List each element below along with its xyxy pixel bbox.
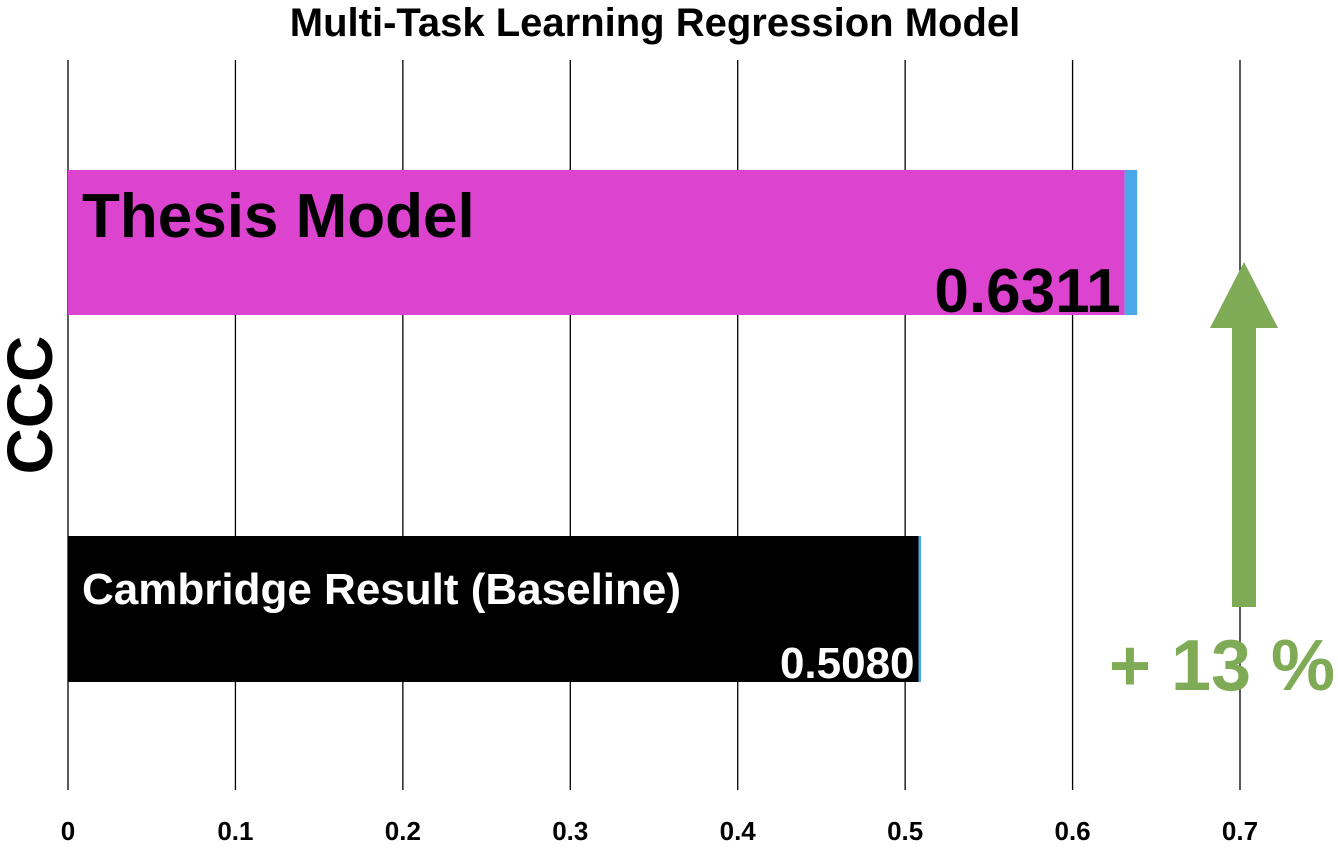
x-tick-label: 0.4 [720,816,757,846]
bars: Thesis Model 0.6311 Cambridge Result (Base… [68,170,1138,688]
bar-error-segment [918,536,922,682]
x-tick-label: 0.1 [217,816,253,846]
bar-error-segment [1124,170,1138,315]
x-tick-label: 0.5 [887,816,923,846]
bar-value-label: 0.6311 [934,257,1120,326]
bar-label: Thesis Model [82,182,475,251]
x-tick-label: 0.7 [1222,816,1258,846]
bar [68,170,1125,315]
x-tick-label: 0.3 [552,816,588,846]
y-axis-label: CCC [0,336,66,475]
x-tick-label: 0.6 [1054,816,1090,846]
chart-title: Multi-Task Learning Regression Model [290,1,1020,45]
bar [68,536,919,682]
bar-label: Cambridge Result (Baseline) [82,565,681,614]
x-tick-label: 0.2 [385,816,421,846]
improvement-label: + 13 % [1109,626,1335,706]
up-arrow-icon [1210,262,1278,607]
x-tick-label: 0 [61,816,75,846]
improvement-annotation: + 13 % [1109,262,1335,706]
bar-value-label: 0.5080 [780,639,915,688]
x-tick-labels: 0 0.1 0.2 0.3 0.4 0.5 0.6 0.7 [61,816,1258,846]
